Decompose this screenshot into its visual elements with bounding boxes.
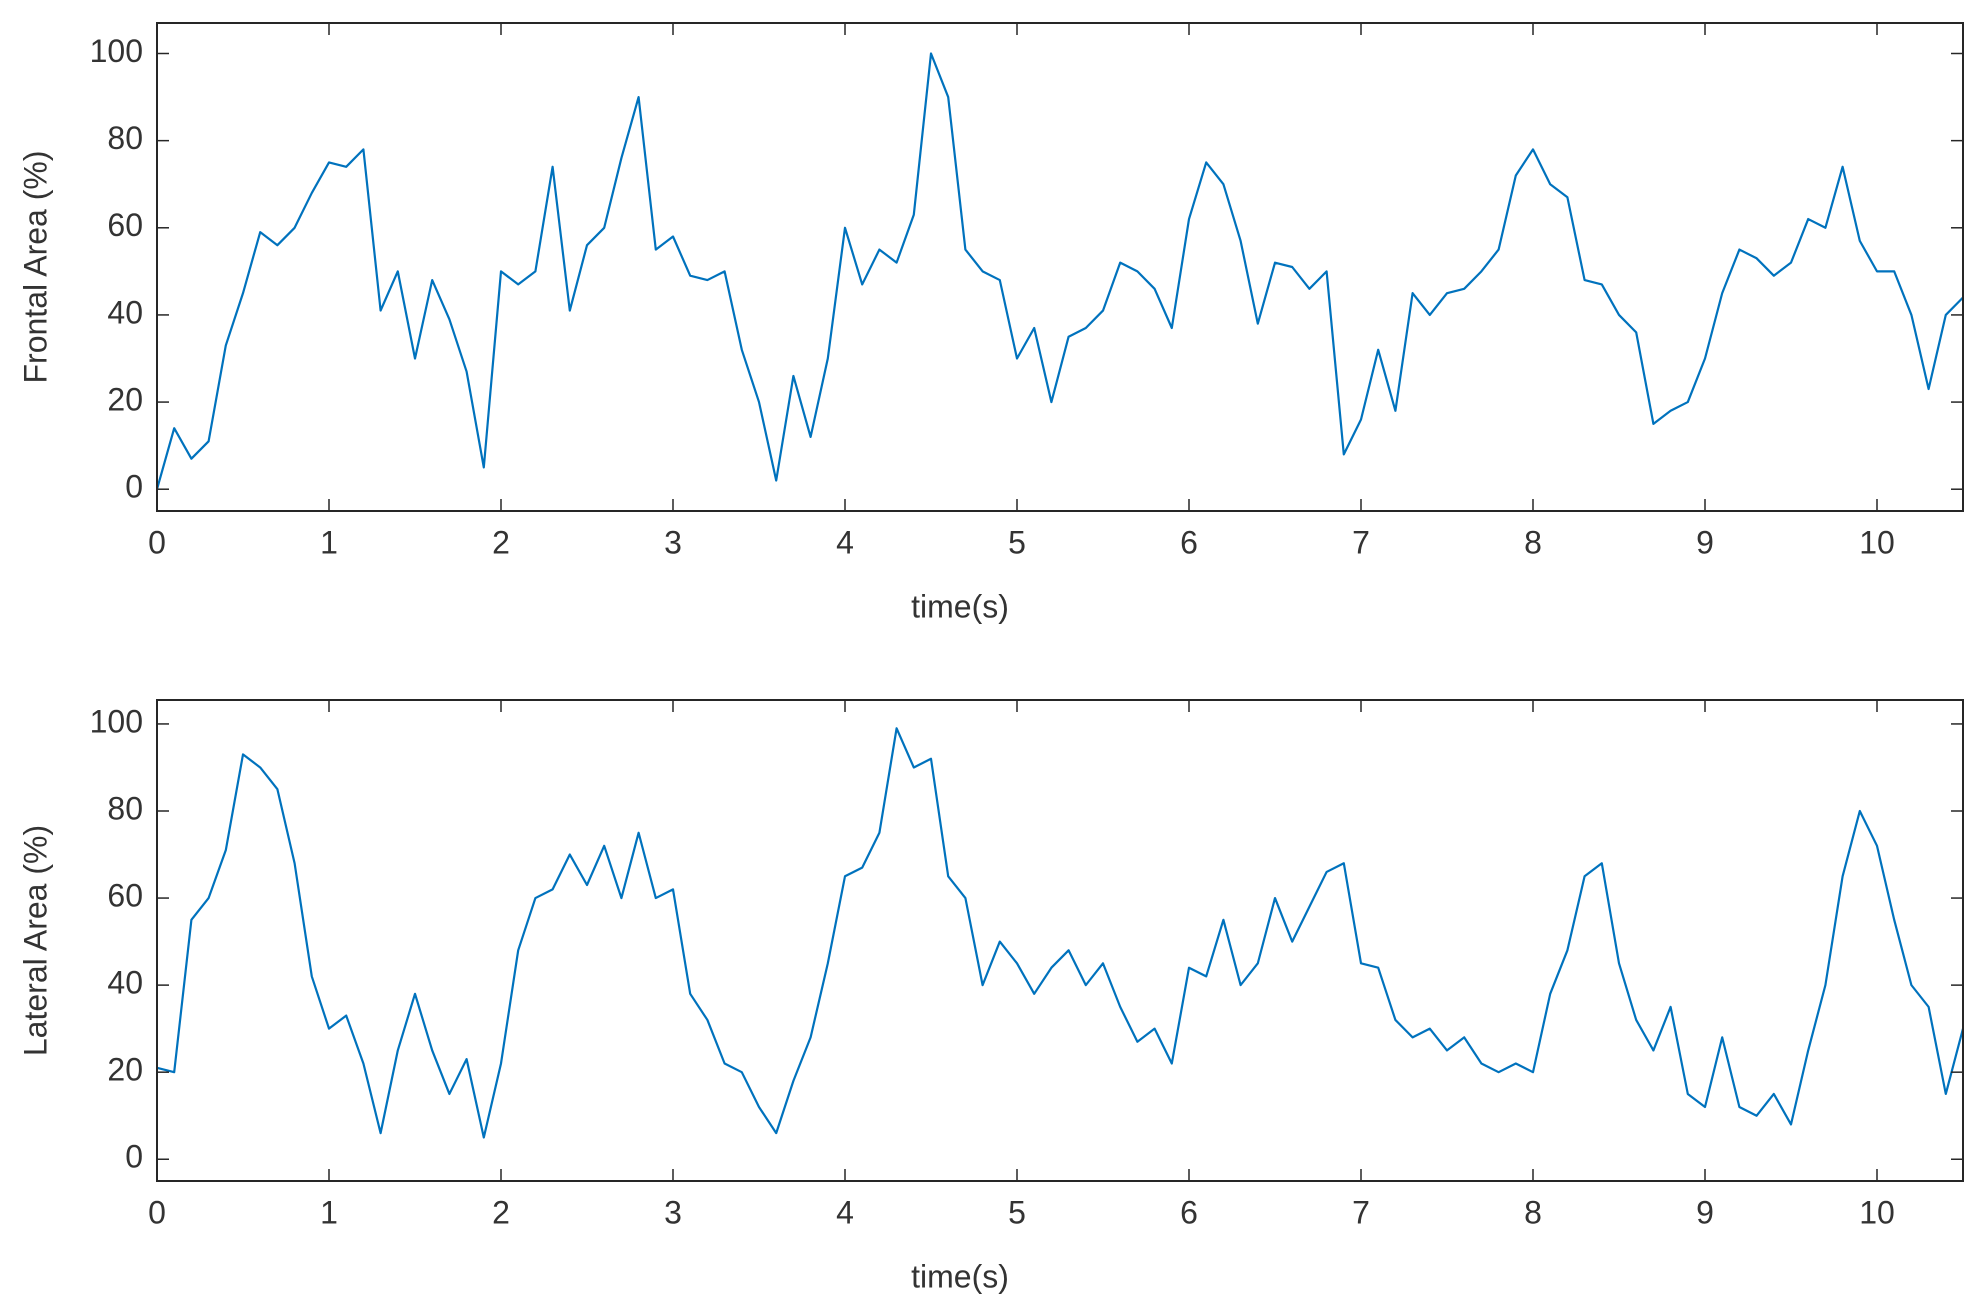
y-tick-label: 60	[107, 878, 143, 914]
x-tick-label: 0	[148, 1194, 166, 1230]
data-line	[156, 727, 1965, 1139]
x-tick-label: 10	[1859, 1194, 1895, 1230]
data-line	[155, 52, 1964, 490]
x-tick-label: 1	[320, 524, 338, 560]
axes-frame	[156, 699, 1964, 1182]
y-tick-label: 80	[107, 790, 143, 826]
axes-frame	[156, 22, 1964, 512]
y-tick-label: 20	[107, 1052, 143, 1088]
x-tick-label: 7	[1352, 524, 1370, 560]
y-axis-label: Frontal Area (%)	[17, 151, 53, 384]
x-axis-label: time(s)	[911, 1258, 1009, 1294]
y-tick-label: 40	[107, 294, 143, 330]
y-axis-label: Lateral Area (%)	[17, 825, 53, 1056]
x-tick-label: 8	[1524, 1194, 1542, 1230]
x-tick-label: 8	[1524, 524, 1542, 560]
x-tick-label: 3	[664, 1194, 682, 1230]
y-tick-label: 40	[107, 965, 143, 1001]
x-tick-label: 9	[1696, 524, 1714, 560]
x-tick-label: 2	[492, 1194, 510, 1230]
y-tick-label: 80	[107, 120, 143, 156]
y-tick-label: 0	[125, 1139, 143, 1175]
x-tick-label: 6	[1180, 1194, 1198, 1230]
x-axis-label: time(s)	[911, 588, 1009, 624]
x-tick-label: 7	[1352, 1194, 1370, 1230]
x-tick-label: 10	[1859, 524, 1895, 560]
x-tick-label: 0	[148, 524, 166, 560]
x-tick-label: 5	[1008, 524, 1026, 560]
x-tick-label: 4	[836, 1194, 854, 1230]
x-tick-label: 5	[1008, 1194, 1026, 1230]
y-tick-label: 20	[107, 382, 143, 418]
x-tick-label: 4	[836, 524, 854, 560]
x-tick-label: 6	[1180, 524, 1198, 560]
y-tick-label: 100	[90, 703, 143, 739]
x-tick-label: 3	[664, 524, 682, 560]
x-tick-label: 2	[492, 524, 510, 560]
y-tick-label: 60	[107, 207, 143, 243]
y-tick-label: 0	[125, 469, 143, 505]
x-tick-label: 1	[320, 1194, 338, 1230]
y-tick-label: 100	[90, 33, 143, 69]
x-tick-label: 9	[1696, 1194, 1714, 1230]
